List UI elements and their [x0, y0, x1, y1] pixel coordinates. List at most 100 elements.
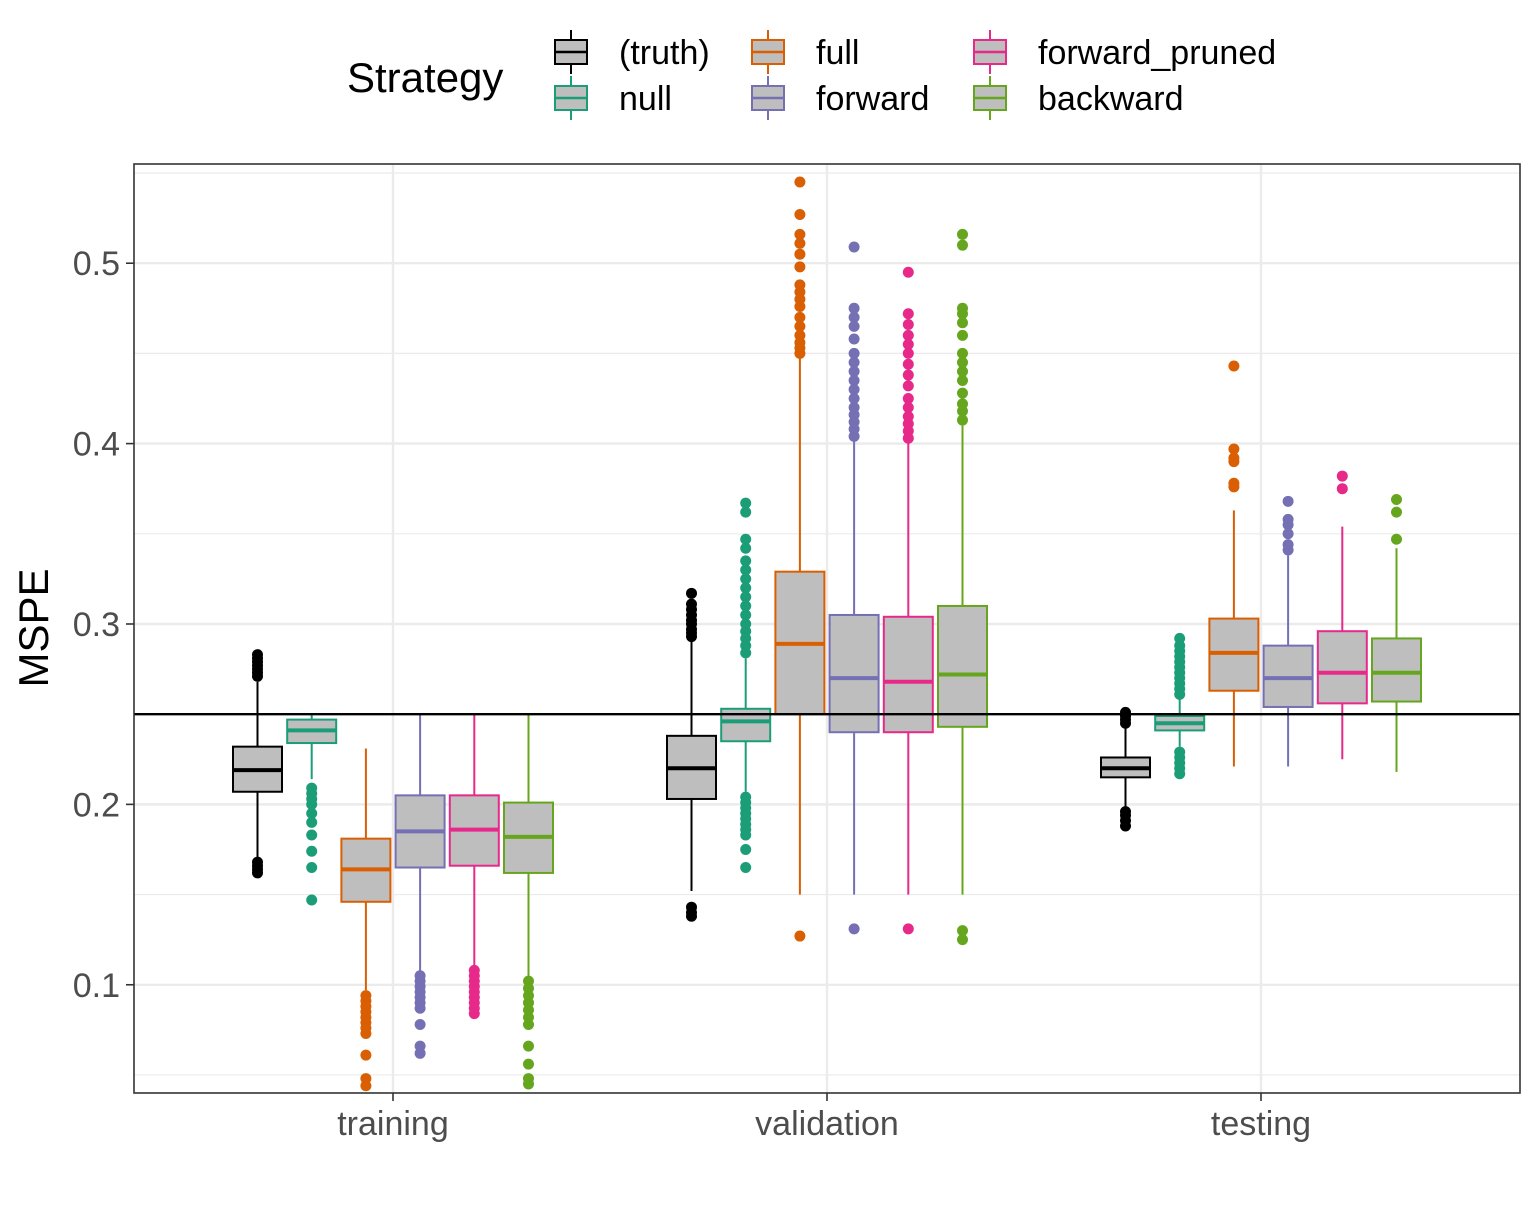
y-tick-label: 0.1: [73, 967, 120, 1005]
outlier-point: [740, 497, 752, 509]
outlier-point: [740, 862, 752, 874]
legend-label: null: [619, 80, 672, 118]
x-tick-label-validation: validation: [755, 1105, 899, 1143]
box-training: [448, 714, 500, 1020]
outlier-point: [1282, 513, 1294, 525]
box-iqr: [937, 604, 988, 728]
box-iqr: [1371, 637, 1422, 703]
y-tick-label: 0.2: [73, 786, 120, 824]
outlier-point: [1174, 746, 1186, 758]
outlier-point: [686, 901, 697, 913]
outlier-point: [414, 970, 426, 982]
outlier-point: [740, 573, 752, 585]
box-training: [340, 748, 392, 1092]
outlier-point: [1120, 706, 1131, 718]
box-validation: [937, 228, 988, 946]
x-tick-label-training: training: [337, 1105, 449, 1143]
box-validation: [666, 587, 717, 922]
outlier-point: [902, 380, 914, 392]
series-forward: [394, 241, 1314, 1059]
outlier-point: [740, 791, 752, 803]
outlier-point: [902, 329, 914, 341]
outlier-point: [1391, 494, 1402, 506]
outlier-point: [1228, 452, 1240, 464]
outlier-point: [360, 1073, 372, 1085]
y-axis: 0.1 0.2 0.3 0.4 0.5: [73, 245, 134, 1005]
outlier-point: [306, 829, 318, 841]
outlier-point: [902, 923, 914, 935]
box-training: [394, 714, 446, 1059]
x-axis: training validation testing: [337, 1093, 1311, 1143]
outlier-point: [848, 393, 860, 405]
outlier-point: [957, 387, 968, 399]
outlier-point: [848, 241, 860, 253]
outlier-point: [794, 176, 806, 188]
outlier-point: [468, 964, 480, 976]
outlier-point: [1228, 360, 1240, 372]
outlier-point: [957, 347, 968, 359]
outlier-point: [848, 311, 860, 323]
outlier-point: [794, 261, 806, 273]
box-testing: [1208, 360, 1260, 767]
box-validation: [828, 241, 880, 935]
y-tick-label: 0.3: [73, 606, 120, 644]
outlier-point: [794, 329, 806, 341]
outlier-point: [1336, 470, 1348, 482]
outlier-point: [957, 365, 968, 377]
y-tick-label: 0.5: [73, 245, 120, 283]
legend: Strategy (truth) null full forward forward_p…: [347, 30, 1276, 120]
outlier-point: [740, 618, 752, 630]
outlier-point: [957, 239, 968, 251]
plot-panel: [133, 163, 1521, 1094]
outlier-point: [414, 1040, 426, 1052]
outlier-point: [848, 402, 860, 414]
series-full: [340, 176, 1260, 1092]
outlier-point: [686, 587, 697, 599]
outlier-point: [957, 414, 968, 426]
outlier-point: [306, 807, 318, 819]
outlier-point: [740, 609, 752, 621]
legend-keys: (truth) null full forward forward_prunedback…: [554, 30, 1276, 120]
legend-title: Strategy: [347, 54, 503, 101]
outlier-point: [848, 356, 860, 368]
outlier-point: [1391, 533, 1402, 545]
outlier-point: [1336, 483, 1348, 495]
outlier-point: [1174, 632, 1186, 644]
outlier-point: [957, 329, 968, 341]
outlier-point: [740, 582, 752, 594]
outlier-point: [848, 320, 860, 332]
outlier-point: [794, 930, 806, 942]
outlier-point: [794, 237, 806, 249]
outlier-point: [957, 934, 968, 946]
outlier-point: [957, 228, 968, 240]
legend-item-backward: backward: [973, 76, 1184, 120]
box-testing: [1371, 494, 1422, 772]
outlier-point: [957, 398, 968, 410]
outlier-point: [306, 816, 318, 828]
outlier-point: [1228, 477, 1240, 489]
box-training: [232, 649, 283, 879]
outlier-point: [740, 555, 752, 567]
outlier-point: [740, 533, 752, 545]
outlier-point: [740, 843, 752, 855]
outlier-point: [902, 347, 914, 359]
legend-item-full: full: [751, 30, 859, 74]
box-iqr: [882, 615, 934, 734]
box-validation: [774, 176, 826, 942]
outlier-point: [902, 402, 914, 414]
outlier-point: [902, 319, 914, 331]
outlier-point: [848, 333, 860, 345]
outlier-point: [252, 856, 263, 868]
outlier-point: [523, 1073, 534, 1085]
outlier-point: [902, 338, 914, 350]
legend-item-forward: forward: [751, 76, 929, 120]
outlier-point: [957, 925, 968, 937]
box-training: [286, 714, 338, 906]
outlier-point: [848, 365, 860, 377]
outlier-point: [1391, 506, 1402, 518]
legend-label: forward: [816, 80, 929, 118]
outlier-point: [1282, 495, 1294, 507]
outlier-point: [1282, 539, 1294, 551]
outlier-point: [360, 990, 372, 1002]
